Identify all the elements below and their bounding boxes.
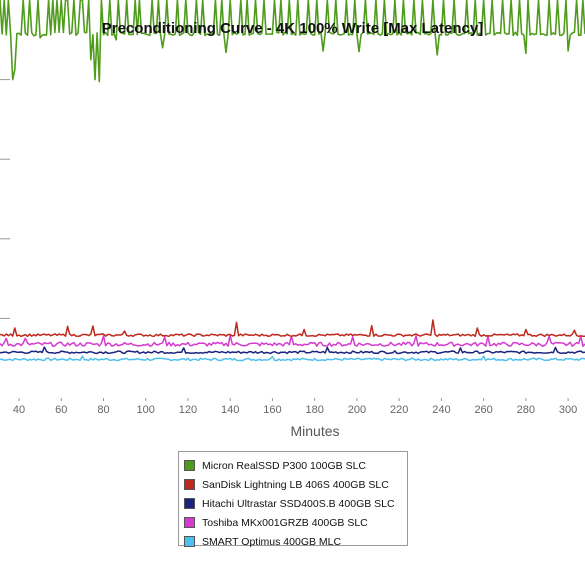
- x-tick-label: 80: [97, 404, 109, 416]
- series-line: [0, 355, 585, 362]
- x-tick-label: 180: [305, 404, 323, 416]
- x-tick-label: 100: [137, 404, 155, 416]
- series-line: [0, 346, 585, 355]
- x-axis-ticks: 40 60 80 100 120 140 160 180 200 220 240 260 280 300: [13, 404, 577, 416]
- x-tick-label: 220: [390, 404, 408, 416]
- legend-swatch: [184, 536, 195, 547]
- x-tick-label: 200: [348, 404, 366, 416]
- series-line: [0, 334, 585, 347]
- legend-label: Micron RealSSD P300 100GB SLC: [202, 459, 366, 472]
- series-line: [0, 0, 585, 83]
- legend-swatch: [184, 460, 195, 471]
- x-tick-label: 160: [263, 404, 281, 416]
- chart-legend: Micron RealSSD P300 100GB SLC SanDisk Li…: [178, 451, 408, 548]
- x-tick-label: 60: [55, 404, 67, 416]
- x-tick-label: 120: [179, 404, 197, 416]
- legend-item: Micron RealSSD P300 100GB SLC: [184, 456, 407, 475]
- x-tick-label: 140: [221, 404, 239, 416]
- series-line: [0, 319, 585, 338]
- legend-label: SMART Optimus 400GB MLC: [202, 535, 342, 548]
- x-tick-label: 40: [13, 404, 25, 416]
- series-lines: [0, 0, 585, 362]
- legend-label: Hitachi Ultrastar SSD400S.B 400GB SLC: [202, 497, 395, 510]
- legend-swatch: [184, 479, 195, 490]
- legend-swatch: [184, 517, 195, 528]
- chart-title: Preconditioning Curve - 4K 100% Write [M…: [101, 20, 484, 37]
- x-tick-label: 240: [432, 404, 450, 416]
- x-axis-label: Minutes: [290, 423, 340, 439]
- legend-swatch: [184, 498, 195, 509]
- legend-item: Hitachi Ultrastar SSD400S.B 400GB SLC: [184, 494, 407, 513]
- x-tick-label: 300: [559, 404, 577, 416]
- legend-label: Toshiba MKx001GRZB 400GB SLC: [202, 516, 368, 529]
- gridlines: [0, 79, 569, 401]
- legend-item: SMART Optimus 400GB MLC: [184, 532, 407, 551]
- legend-label: SanDisk Lightning LB 406S 400GB SLC: [202, 478, 389, 491]
- x-tick-label: 260: [474, 404, 492, 416]
- legend-item: SanDisk Lightning LB 406S 400GB SLC: [184, 475, 407, 494]
- x-tick-label: 280: [517, 404, 535, 416]
- legend-item: Toshiba MKx001GRZB 400GB SLC: [184, 513, 407, 532]
